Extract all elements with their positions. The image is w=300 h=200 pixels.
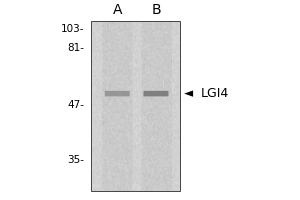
- Text: B: B: [151, 3, 161, 17]
- Polygon shape: [184, 90, 193, 97]
- Text: 81-: 81-: [68, 43, 85, 53]
- Text: A: A: [112, 3, 122, 17]
- Text: 35-: 35-: [68, 155, 85, 165]
- Bar: [91, 21, 180, 191]
- FancyBboxPatch shape: [105, 91, 130, 96]
- FancyBboxPatch shape: [143, 91, 168, 96]
- Text: 103-: 103-: [61, 24, 85, 34]
- Text: 47-: 47-: [68, 100, 85, 110]
- Text: LGI4: LGI4: [200, 87, 229, 100]
